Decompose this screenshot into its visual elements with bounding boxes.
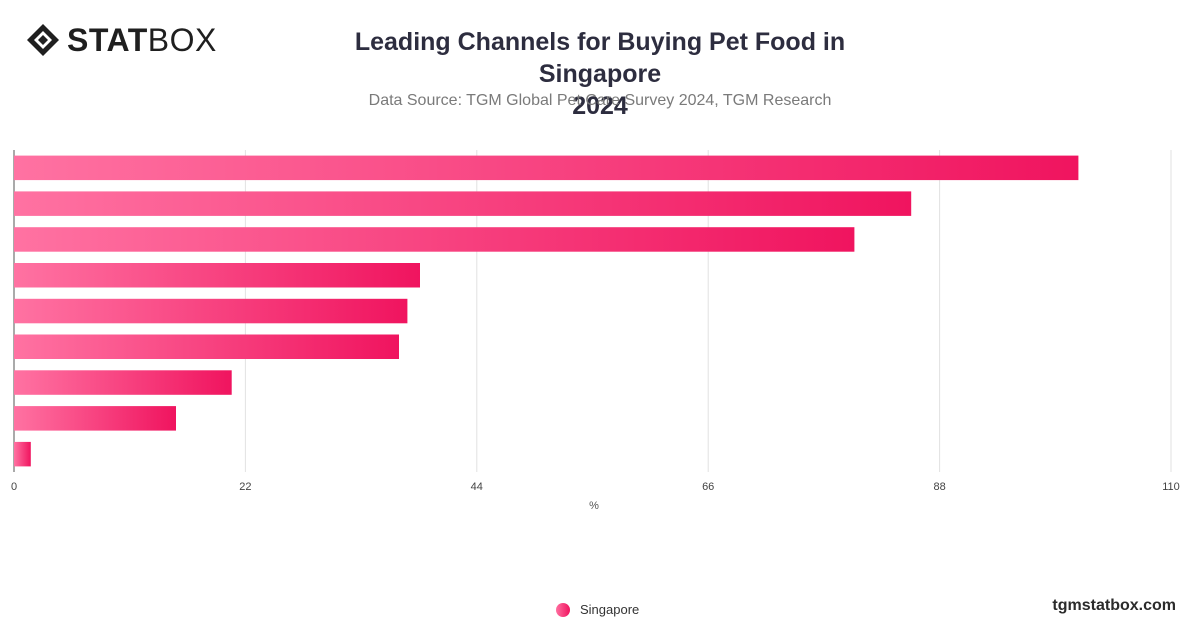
- bar[interactable]: [14, 191, 912, 216]
- footer-site: tgmstatbox.com: [1052, 597, 1176, 614]
- logo-text-light: BOX: [147, 22, 217, 58]
- x-tick-label: 88: [933, 481, 945, 493]
- bar[interactable]: [14, 334, 399, 360]
- x-tick-label: 22: [239, 481, 251, 493]
- bar[interactable]: [14, 298, 408, 324]
- chart-title-line2: 2024: [572, 92, 628, 120]
- x-tick-label: 44: [471, 481, 483, 493]
- bar[interactable]: [14, 227, 855, 252]
- bar[interactable]: [14, 406, 176, 431]
- x-tick-label: 0: [11, 481, 17, 493]
- legend-marker: [556, 602, 570, 617]
- legend-label: Singapore: [580, 602, 640, 617]
- bar[interactable]: [14, 263, 420, 288]
- bar[interactable]: [14, 370, 232, 395]
- chart-subtitle: Data Source: TGM Global Pet Care Survey …: [368, 92, 832, 109]
- bars: [14, 155, 1079, 467]
- x-tick-label: 110: [1162, 481, 1180, 493]
- statbox-logo: STATBOX: [25, 22, 217, 58]
- x-axis-ticks: 0 22 44 66 88 110: [11, 481, 1180, 493]
- diamond-logo-icon: [27, 24, 59, 56]
- logo-text: STATBOX: [67, 24, 217, 56]
- bar[interactable]: [14, 441, 31, 467]
- bar[interactable]: [14, 155, 1079, 181]
- chart-title-line1: Leading Channels for Buying Pet Food in …: [354, 28, 846, 88]
- x-axis-label: %: [589, 500, 599, 512]
- logo-text-bold: STAT: [67, 22, 148, 58]
- legend-item-singapore[interactable]: Singapore: [556, 602, 639, 617]
- x-tick-label: 66: [702, 481, 714, 493]
- chart-title: Leading Channels for Buying Pet Food in …: [300, 26, 900, 122]
